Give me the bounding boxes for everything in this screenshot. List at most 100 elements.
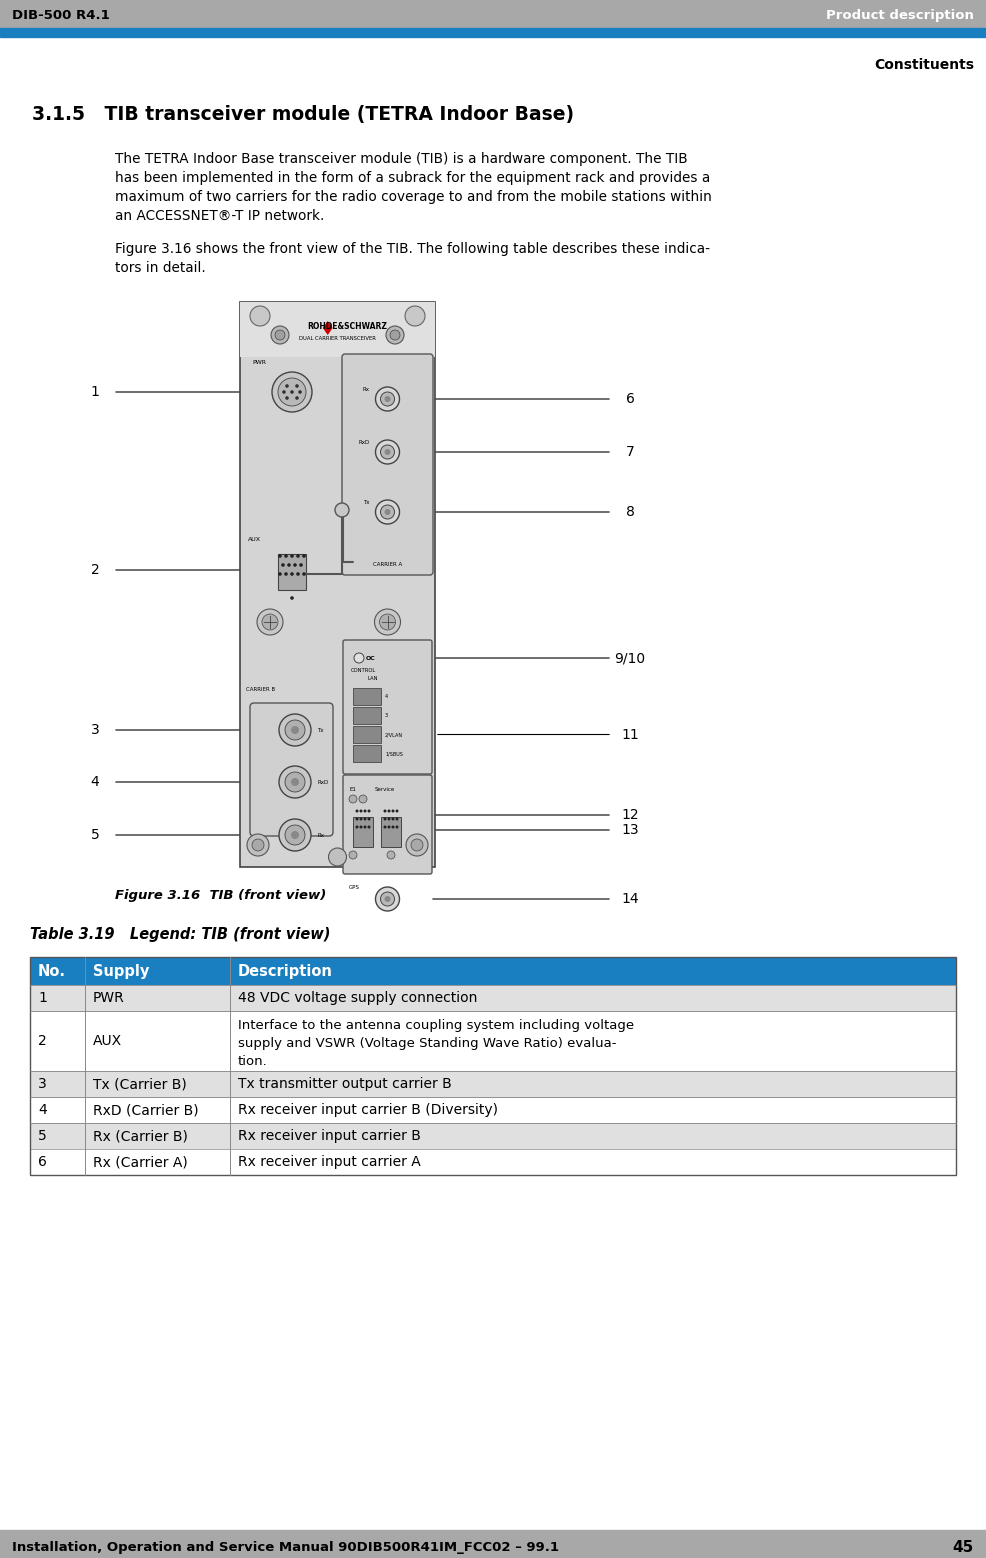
Text: Installation, Operation and Service Manual 90DIB500R41IM_FCC02 – 99.1: Installation, Operation and Service Manu… [12,1541,559,1553]
Circle shape [376,500,399,523]
Circle shape [290,597,294,600]
Circle shape [282,390,286,394]
Bar [30,1070,956,1097]
Circle shape [295,385,299,388]
Text: RxD: RxD [358,439,370,444]
Circle shape [376,887,399,911]
Bar [0,28,986,34]
Circle shape [271,326,289,344]
Text: 1: 1 [38,991,47,1005]
Bar [30,1011,956,1070]
Circle shape [349,851,357,858]
Text: Rx (Carrier A): Rx (Carrier A) [93,1154,187,1168]
Text: 13: 13 [621,823,639,837]
Bar [30,1097,956,1123]
Text: Tx transmitter output carrier B: Tx transmitter output carrier B [238,1077,452,1091]
Text: 4: 4 [38,1103,46,1117]
Text: DUAL CARRIER TRANSCEIVER: DUAL CARRIER TRANSCEIVER [299,335,376,341]
Circle shape [250,305,270,326]
Circle shape [391,810,394,813]
Text: CARRIER A: CARRIER A [373,561,402,567]
Circle shape [360,810,363,813]
Bar [0,0,986,30]
Text: Constituents: Constituents [874,58,974,72]
Text: ROHDE&SCHWARZ: ROHDE&SCHWARZ [308,321,387,330]
Circle shape [384,810,387,813]
Text: Description: Description [238,963,333,978]
Circle shape [247,834,269,855]
Circle shape [385,509,390,516]
Text: AUX: AUX [93,1035,122,1049]
Circle shape [275,330,285,340]
Text: Table 3.19   Legend: TIB (front view): Table 3.19 Legend: TIB (front view) [30,927,330,943]
Circle shape [405,305,425,326]
Bar [353,707,381,724]
Circle shape [364,818,367,821]
Bar [353,816,373,848]
Circle shape [291,830,299,840]
Circle shape [384,826,387,829]
Circle shape [384,818,387,821]
Circle shape [386,326,404,344]
Circle shape [354,653,364,664]
Circle shape [387,851,395,858]
Circle shape [285,720,305,740]
Circle shape [375,609,400,636]
Circle shape [302,572,306,576]
Circle shape [295,396,299,400]
Text: 4: 4 [385,693,388,700]
Text: Service: Service [375,787,395,791]
Circle shape [360,818,363,821]
Circle shape [291,777,299,785]
Circle shape [272,372,312,411]
Text: AUX: AUX [248,538,261,542]
Circle shape [364,826,367,829]
Circle shape [291,726,299,734]
Circle shape [290,555,294,558]
Text: Figure 3.16  TIB (front view): Figure 3.16 TIB (front view) [115,890,326,902]
Text: 2/VLAN: 2/VLAN [385,732,403,737]
Text: 11: 11 [621,728,639,742]
Circle shape [359,795,367,802]
Circle shape [380,614,395,629]
Circle shape [257,609,283,636]
FancyBboxPatch shape [343,774,432,874]
Text: RxD (Carrier B): RxD (Carrier B) [93,1103,198,1117]
Circle shape [302,555,306,558]
Circle shape [279,767,311,798]
Text: LAN: LAN [367,676,378,681]
Circle shape [335,503,349,517]
Circle shape [296,555,300,558]
Circle shape [385,896,390,902]
Text: 3.1.5   TIB transceiver module (TETRA Indoor Base): 3.1.5 TIB transceiver module (TETRA Indo… [32,104,574,125]
Circle shape [281,562,285,567]
Circle shape [406,834,428,855]
Text: E1: E1 [349,787,356,791]
Text: Rx receiver input carrier A: Rx receiver input carrier A [238,1154,421,1168]
Bar [30,957,956,1175]
Bar [240,302,435,866]
Circle shape [368,810,371,813]
Text: tion.: tion. [238,1055,268,1067]
Circle shape [391,818,394,821]
Text: Rx receiver input carrier B: Rx receiver input carrier B [238,1130,421,1144]
Text: 8: 8 [625,505,634,519]
Text: Rx receiver input carrier B (Diversity): Rx receiver input carrier B (Diversity) [238,1103,498,1117]
Text: 7: 7 [626,446,634,460]
Circle shape [285,385,289,388]
Circle shape [278,555,282,558]
Circle shape [279,820,311,851]
Bar [0,1530,986,1558]
Bar [353,745,381,762]
Text: Interface to the antenna coupling system including voltage: Interface to the antenna coupling system… [238,1019,634,1031]
Bar [30,1123,956,1148]
Bar [381,816,401,848]
Text: PWR: PWR [93,991,125,1005]
Text: 45: 45 [952,1539,974,1555]
Circle shape [381,393,394,407]
Text: Supply: Supply [93,963,149,978]
Circle shape [381,893,394,907]
Text: 3: 3 [385,714,388,718]
Circle shape [368,826,371,829]
Circle shape [411,840,423,851]
